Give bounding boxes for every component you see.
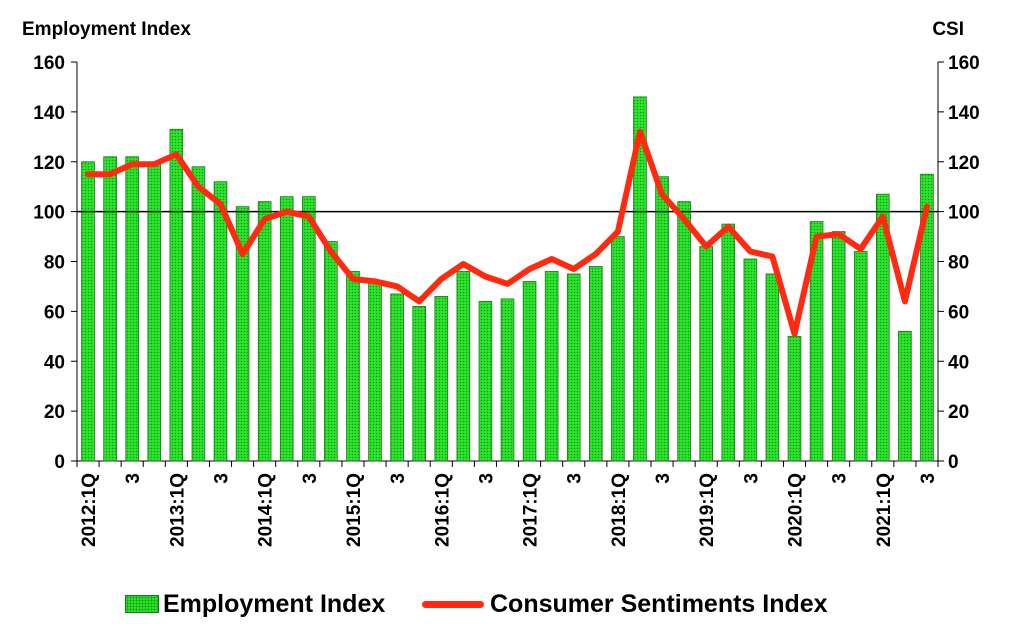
employment-bar	[566, 273, 581, 462]
chart-canvas: Employment Index CSI 0 0 20 20 40 40 60 60 80 80 1…	[22, 19, 980, 547]
employment-bar	[611, 236, 625, 462]
employment-bar	[257, 201, 272, 462]
legend-swatch-line-icon	[422, 600, 484, 608]
right-tick-label: 80	[948, 253, 969, 274]
x-tick-label: 2016:1Q	[432, 473, 453, 547]
x-tick-label: 2013:1Q	[167, 473, 188, 547]
employment-bar	[346, 271, 360, 462]
right-tick-label: 120	[948, 153, 980, 174]
employment-bar	[191, 166, 206, 462]
left-tick-label: 60	[44, 302, 65, 323]
x-tick-label: 2021:1Q	[874, 473, 895, 547]
employment-bar	[500, 298, 515, 462]
legend-swatch-bar-icon	[125, 595, 159, 613]
employment-bar	[655, 176, 669, 462]
employment-bar	[147, 161, 162, 462]
employment-bar	[125, 156, 139, 462]
x-tick-label: 3	[830, 473, 851, 484]
x-tick-label: 2017:1Q	[521, 473, 542, 547]
csi-polyline	[85, 128, 930, 337]
employment-bar	[81, 161, 95, 462]
x-tick-label: 2012:1Q	[79, 473, 100, 547]
legend: Employment Index Consumer Sentiments Ind…	[0, 586, 1024, 622]
employment-bar	[898, 330, 912, 462]
employment-bar	[831, 231, 846, 462]
employment-bar	[478, 300, 493, 462]
x-tick-label: 3	[565, 473, 586, 484]
legend-item-employment: Employment Index	[125, 586, 385, 622]
employment-bar	[743, 258, 758, 462]
employment-bar	[522, 281, 537, 462]
employment-bars	[81, 96, 934, 462]
x-tick-label: 2014:1Q	[256, 473, 277, 547]
right-tick-label: 20	[948, 402, 969, 423]
x-tick-label: 3	[741, 473, 762, 484]
employment-bar	[279, 196, 294, 462]
employment-bar	[213, 181, 228, 462]
employment-bar	[876, 193, 890, 462]
employment-bar	[589, 266, 603, 462]
legend-label-csi: Consumer Sentiments Index	[490, 589, 828, 618]
employment-bar	[633, 96, 647, 462]
legend-item-csi: Consumer Sentiments Index	[422, 586, 828, 622]
employment-bar	[103, 156, 117, 462]
x-tick-label: 3	[388, 473, 409, 484]
employment-bar	[677, 201, 691, 462]
right-axis-title: CSI	[932, 19, 964, 40]
left-tick-label: 20	[44, 402, 65, 423]
employment-bar	[324, 241, 338, 462]
right-tick-label: 60	[948, 302, 969, 323]
employment-bar	[787, 335, 802, 462]
left-axis-title: Employment Index	[22, 19, 191, 40]
x-tick-label: 3	[653, 473, 674, 484]
csi-line	[85, 128, 930, 337]
employment-bar	[169, 128, 184, 462]
employment-bar	[853, 251, 868, 462]
employment-bar	[390, 293, 404, 462]
left-tick-label: 120	[33, 153, 65, 174]
left-tick-label: 160	[33, 53, 65, 74]
employment-bar	[721, 223, 736, 462]
x-tick-label: 3	[918, 473, 939, 484]
left-tick-label: 100	[33, 203, 65, 224]
left-tick-label: 40	[44, 352, 65, 373]
employment-bar	[434, 296, 449, 462]
employment-bar	[920, 173, 934, 462]
employment-bar	[302, 196, 316, 462]
x-tick-label: 2018:1Q	[609, 473, 630, 547]
x-tick-label: 3	[300, 473, 321, 484]
right-tick-label: 160	[948, 53, 980, 74]
x-tick-label: 2015:1Q	[344, 473, 365, 547]
employment-bar	[412, 305, 426, 462]
left-tick-label: 0	[54, 452, 65, 473]
x-tick-label: 3	[123, 473, 144, 484]
employment-bar	[368, 281, 382, 462]
left-tick-label: 80	[44, 253, 65, 274]
right-tick-label: 40	[948, 352, 969, 373]
x-tick-label: 3	[476, 473, 497, 484]
right-tick-label: 100	[948, 203, 980, 224]
employment-bar	[699, 246, 713, 462]
employment-bar	[809, 221, 824, 462]
right-tick-label: 140	[948, 103, 980, 124]
employment-bar	[765, 273, 780, 462]
employment-bar	[544, 271, 559, 462]
x-tick-label: 2019:1Q	[697, 473, 718, 547]
right-tick-label: 0	[948, 452, 959, 473]
employment-bar	[235, 206, 250, 462]
x-tick-label: 3	[212, 473, 233, 484]
legend-label-employment: Employment Index	[163, 589, 386, 618]
tick-labels: 0 0 20 20 40 40 60 60 80 80 100 100 120 120 140 140 160 1…	[33, 53, 979, 547]
x-tick-label: 2020:1Q	[786, 473, 807, 547]
left-tick-label: 140	[33, 103, 65, 124]
employment-bar	[456, 271, 471, 462]
